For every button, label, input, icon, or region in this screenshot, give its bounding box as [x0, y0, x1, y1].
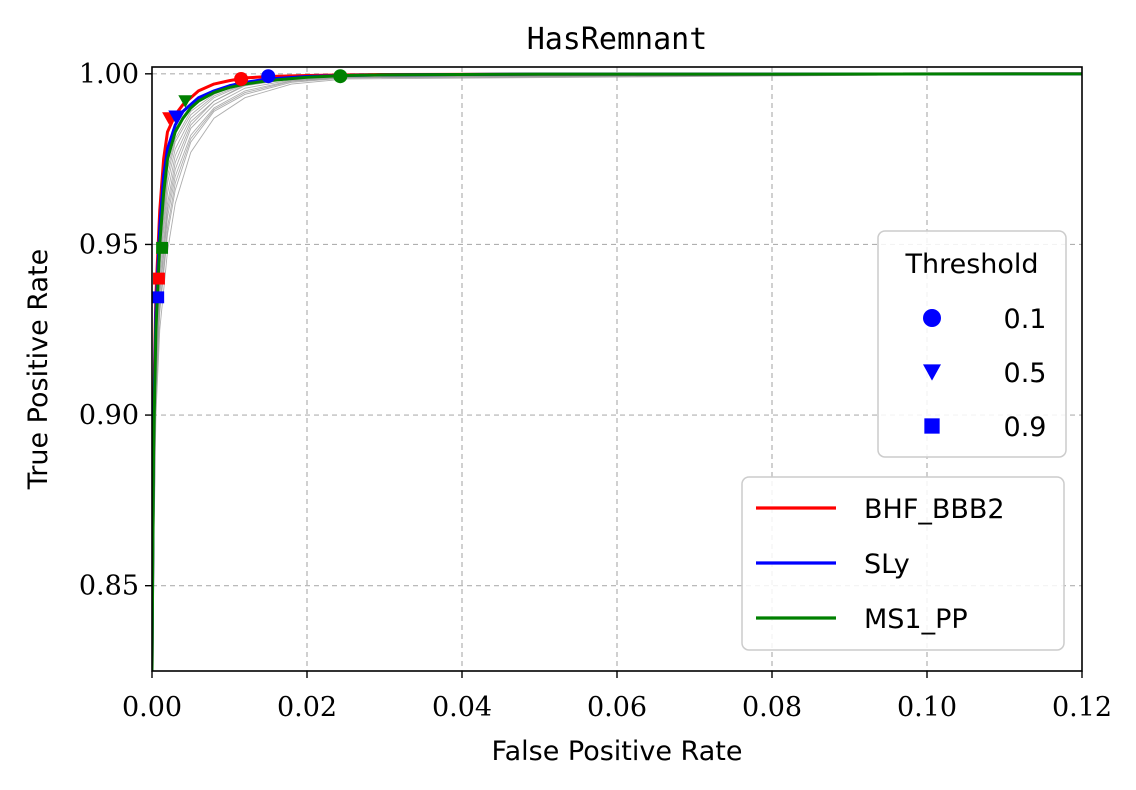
- series-legend-label: BHF_BBB2: [864, 494, 1005, 525]
- y-tick-label: 0.95: [79, 229, 139, 260]
- x-axis-ticks: 0.00 0.02 0.04 0.06 0.08 0.10 0.12: [122, 671, 1112, 723]
- threshold-legend-triangle-icon: [923, 364, 941, 381]
- threshold-marker-square: [153, 272, 165, 285]
- threshold-legend: Threshold 0.1 0.5 0.9: [877, 230, 1067, 458]
- series-legend-box: [741, 476, 1065, 651]
- threshold-legend-box: [877, 230, 1067, 458]
- threshold-legend-label: 0.9: [1004, 412, 1047, 443]
- threshold-marker-triangle: [168, 110, 183, 124]
- threshold-marker-square: [152, 291, 165, 304]
- series-legend-label: SLy: [864, 549, 910, 580]
- x-tick-label: 0.08: [742, 692, 802, 723]
- x-tick-label: 0.06: [587, 692, 647, 723]
- threshold-legend-circle-icon: [923, 309, 941, 327]
- threshold-legend-label: 0.1: [1004, 304, 1047, 335]
- x-axis-label: False Positive Rate: [492, 736, 743, 767]
- series-legend: BHF_BBB2 SLy MS1_PP: [741, 476, 1065, 651]
- threshold-marker-circle: [261, 69, 276, 84]
- x-tick-label: 0.00: [122, 692, 182, 723]
- x-tick-label: 0.02: [277, 692, 337, 723]
- background-roc-curve: [152, 73, 1082, 671]
- threshold-marker-circle: [333, 69, 348, 84]
- threshold-legend-title: Threshold: [904, 249, 1038, 280]
- y-tick-label: 0.90: [79, 400, 139, 431]
- background-roc-curve: [152, 73, 1082, 671]
- threshold-marker-circle: [234, 71, 249, 86]
- x-tick-label: 0.12: [1052, 692, 1112, 723]
- y-axis-label: True Positive Rate: [23, 249, 54, 491]
- y-tick-label: 1.00: [79, 59, 139, 90]
- y-tick-label: 0.85: [79, 571, 139, 602]
- series-legend-label: MS1_PP: [864, 604, 968, 635]
- threshold-markers: [152, 69, 348, 304]
- background-roc-curve: [152, 73, 1082, 671]
- threshold-marker-square: [156, 241, 169, 254]
- x-tick-label: 0.10: [897, 692, 957, 723]
- chart-title: HasRemnant: [527, 22, 708, 57]
- threshold-marker-triangle: [178, 95, 193, 108]
- threshold-legend-label: 0.5: [1004, 358, 1047, 389]
- x-tick-label: 0.04: [432, 692, 492, 723]
- y-axis-ticks: 0.85 0.90 0.95 1.00: [79, 59, 152, 602]
- series-line-ms1-pp: [152, 72, 1082, 671]
- threshold-legend-square-icon: [924, 418, 940, 434]
